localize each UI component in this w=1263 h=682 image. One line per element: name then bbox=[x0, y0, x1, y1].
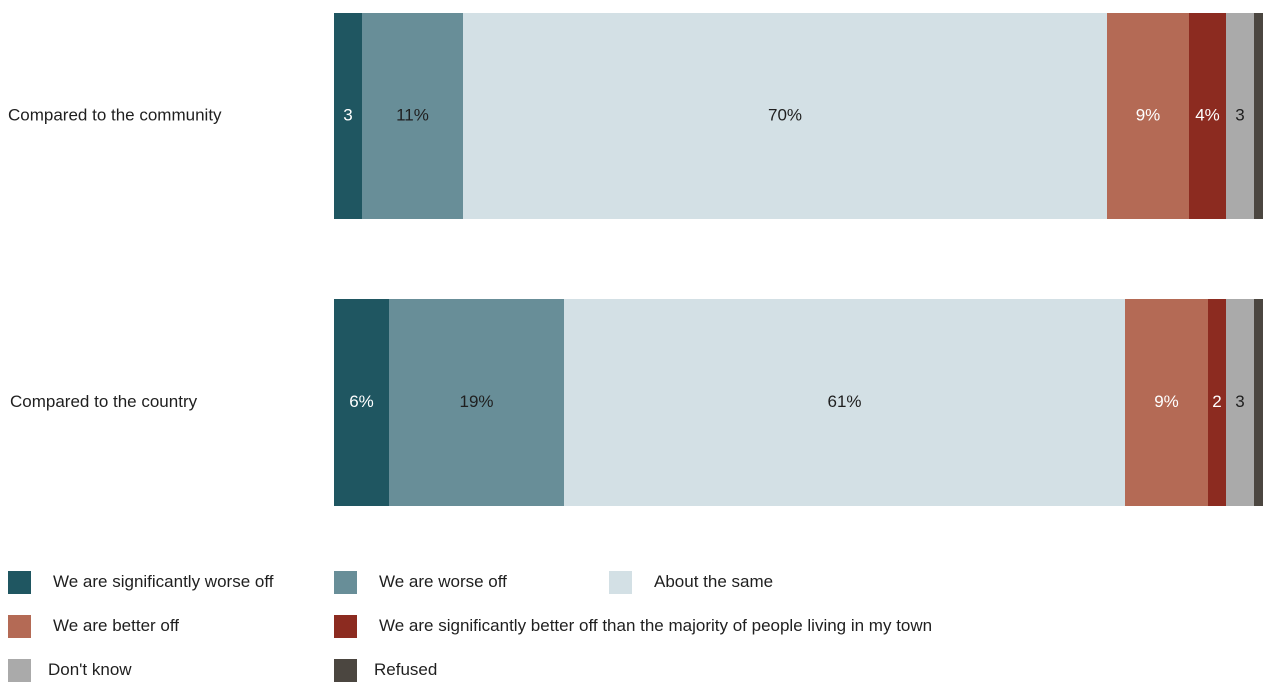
legend-swatch-significantly-better-off bbox=[334, 615, 357, 638]
legend-item-significantly-worse-off: We are significantly worse off bbox=[8, 570, 273, 594]
legend-item-dont-know: Don't know bbox=[8, 658, 132, 682]
category-label-country: Compared to the country bbox=[10, 392, 198, 411]
legend-item-worse-off: We are worse off bbox=[334, 570, 507, 594]
chart-legend: We are significantly worse off We are wo… bbox=[0, 560, 1263, 682]
data-label-community-5: 3 bbox=[1235, 105, 1244, 124]
data-label-country-2: 61% bbox=[827, 392, 861, 411]
legend-item-better-off: We are better off bbox=[8, 614, 179, 638]
data-label-country-1: 19% bbox=[459, 392, 493, 411]
legend-label-refused: Refused bbox=[374, 660, 437, 680]
data-label-community-4: 4% bbox=[1195, 105, 1220, 124]
legend-label-better-off: We are better off bbox=[53, 616, 179, 636]
legend-label-significantly-worse-off: We are significantly worse off bbox=[53, 572, 273, 592]
data-label-country-3: 9% bbox=[1154, 392, 1179, 411]
legend-item-refused: Refused bbox=[334, 658, 437, 682]
stacked-bar-chart: Compared to the community 3 11% 70% 9% 4% 3 Com… bbox=[0, 0, 1263, 560]
bar-segment-community-6 bbox=[1254, 13, 1263, 219]
data-label-community-0: 3 bbox=[343, 105, 352, 124]
legend-label-about-the-same: About the same bbox=[654, 572, 773, 592]
legend-item-significantly-better-off: We are significantly better off than the… bbox=[334, 614, 932, 638]
data-label-country-4: 2 bbox=[1212, 392, 1221, 411]
legend-swatch-refused bbox=[334, 659, 357, 682]
legend-swatch-dont-know bbox=[8, 659, 31, 682]
legend-swatch-about-the-same bbox=[609, 571, 632, 594]
data-label-country-0: 6% bbox=[349, 392, 374, 411]
data-label-community-3: 9% bbox=[1136, 105, 1161, 124]
legend-label-worse-off: We are worse off bbox=[379, 572, 507, 592]
legend-label-significantly-better-off: We are significantly better off than the… bbox=[379, 616, 932, 636]
data-label-community-1: 11% bbox=[396, 105, 429, 124]
category-label-community: Compared to the community bbox=[8, 105, 222, 124]
data-label-country-5: 3 bbox=[1235, 392, 1244, 411]
legend-item-about-the-same: About the same bbox=[609, 570, 773, 594]
data-label-community-2: 70% bbox=[768, 105, 802, 124]
bar-segment-country-6 bbox=[1254, 299, 1263, 506]
legend-swatch-significantly-worse-off bbox=[8, 571, 31, 594]
legend-swatch-better-off bbox=[8, 615, 31, 638]
legend-label-dont-know: Don't know bbox=[48, 660, 132, 680]
legend-swatch-worse-off bbox=[334, 571, 357, 594]
